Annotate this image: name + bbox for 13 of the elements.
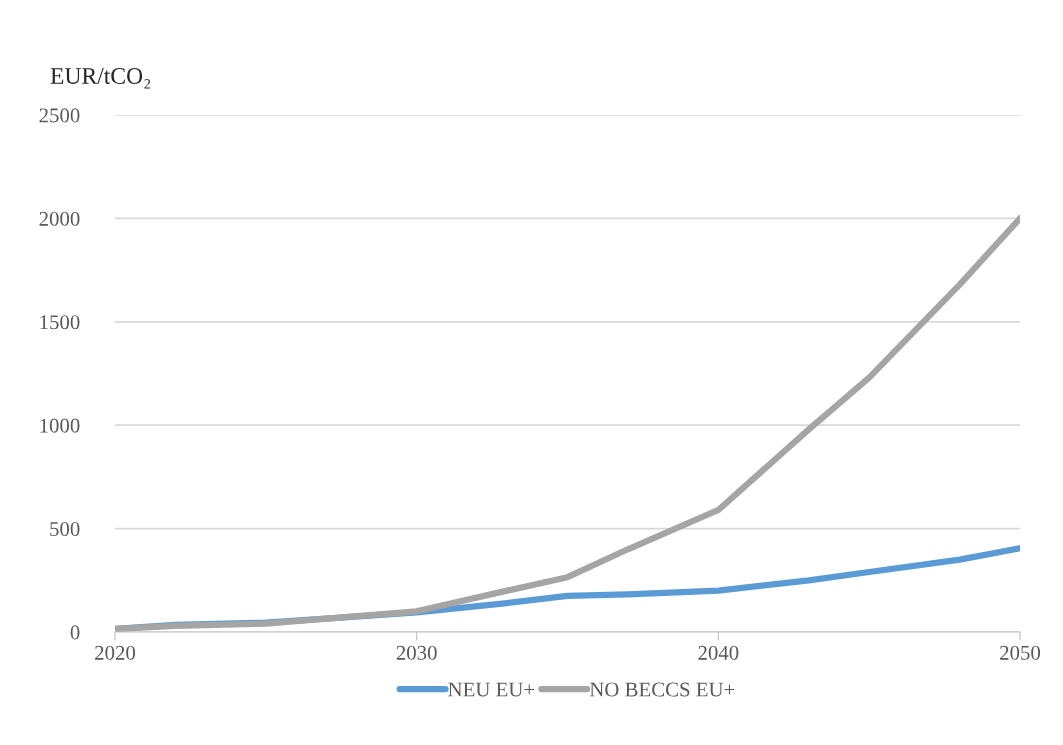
- legend-label: NO BECCS EU+: [589, 682, 735, 697]
- y-tick-label: 500: [50, 521, 80, 537]
- y-tick-label: 2000: [39, 211, 80, 226]
- y-tick-label: 1500: [40, 315, 80, 330]
- y-tick-label: 0: [70, 625, 80, 640]
- x-tick-label: 2020: [95, 645, 136, 660]
- y-tick-label: 2500: [39, 108, 80, 123]
- legend-label: NEU EU+: [448, 682, 535, 697]
- y-tick-label: 1000: [40, 418, 80, 433]
- x-tick-label: 2050: [1000, 645, 1041, 660]
- y-axis-title: EUR/tCO₂: [50, 68, 151, 89]
- x-tick-label: 2030: [396, 645, 437, 660]
- x-tick-label: 2040: [698, 645, 739, 660]
